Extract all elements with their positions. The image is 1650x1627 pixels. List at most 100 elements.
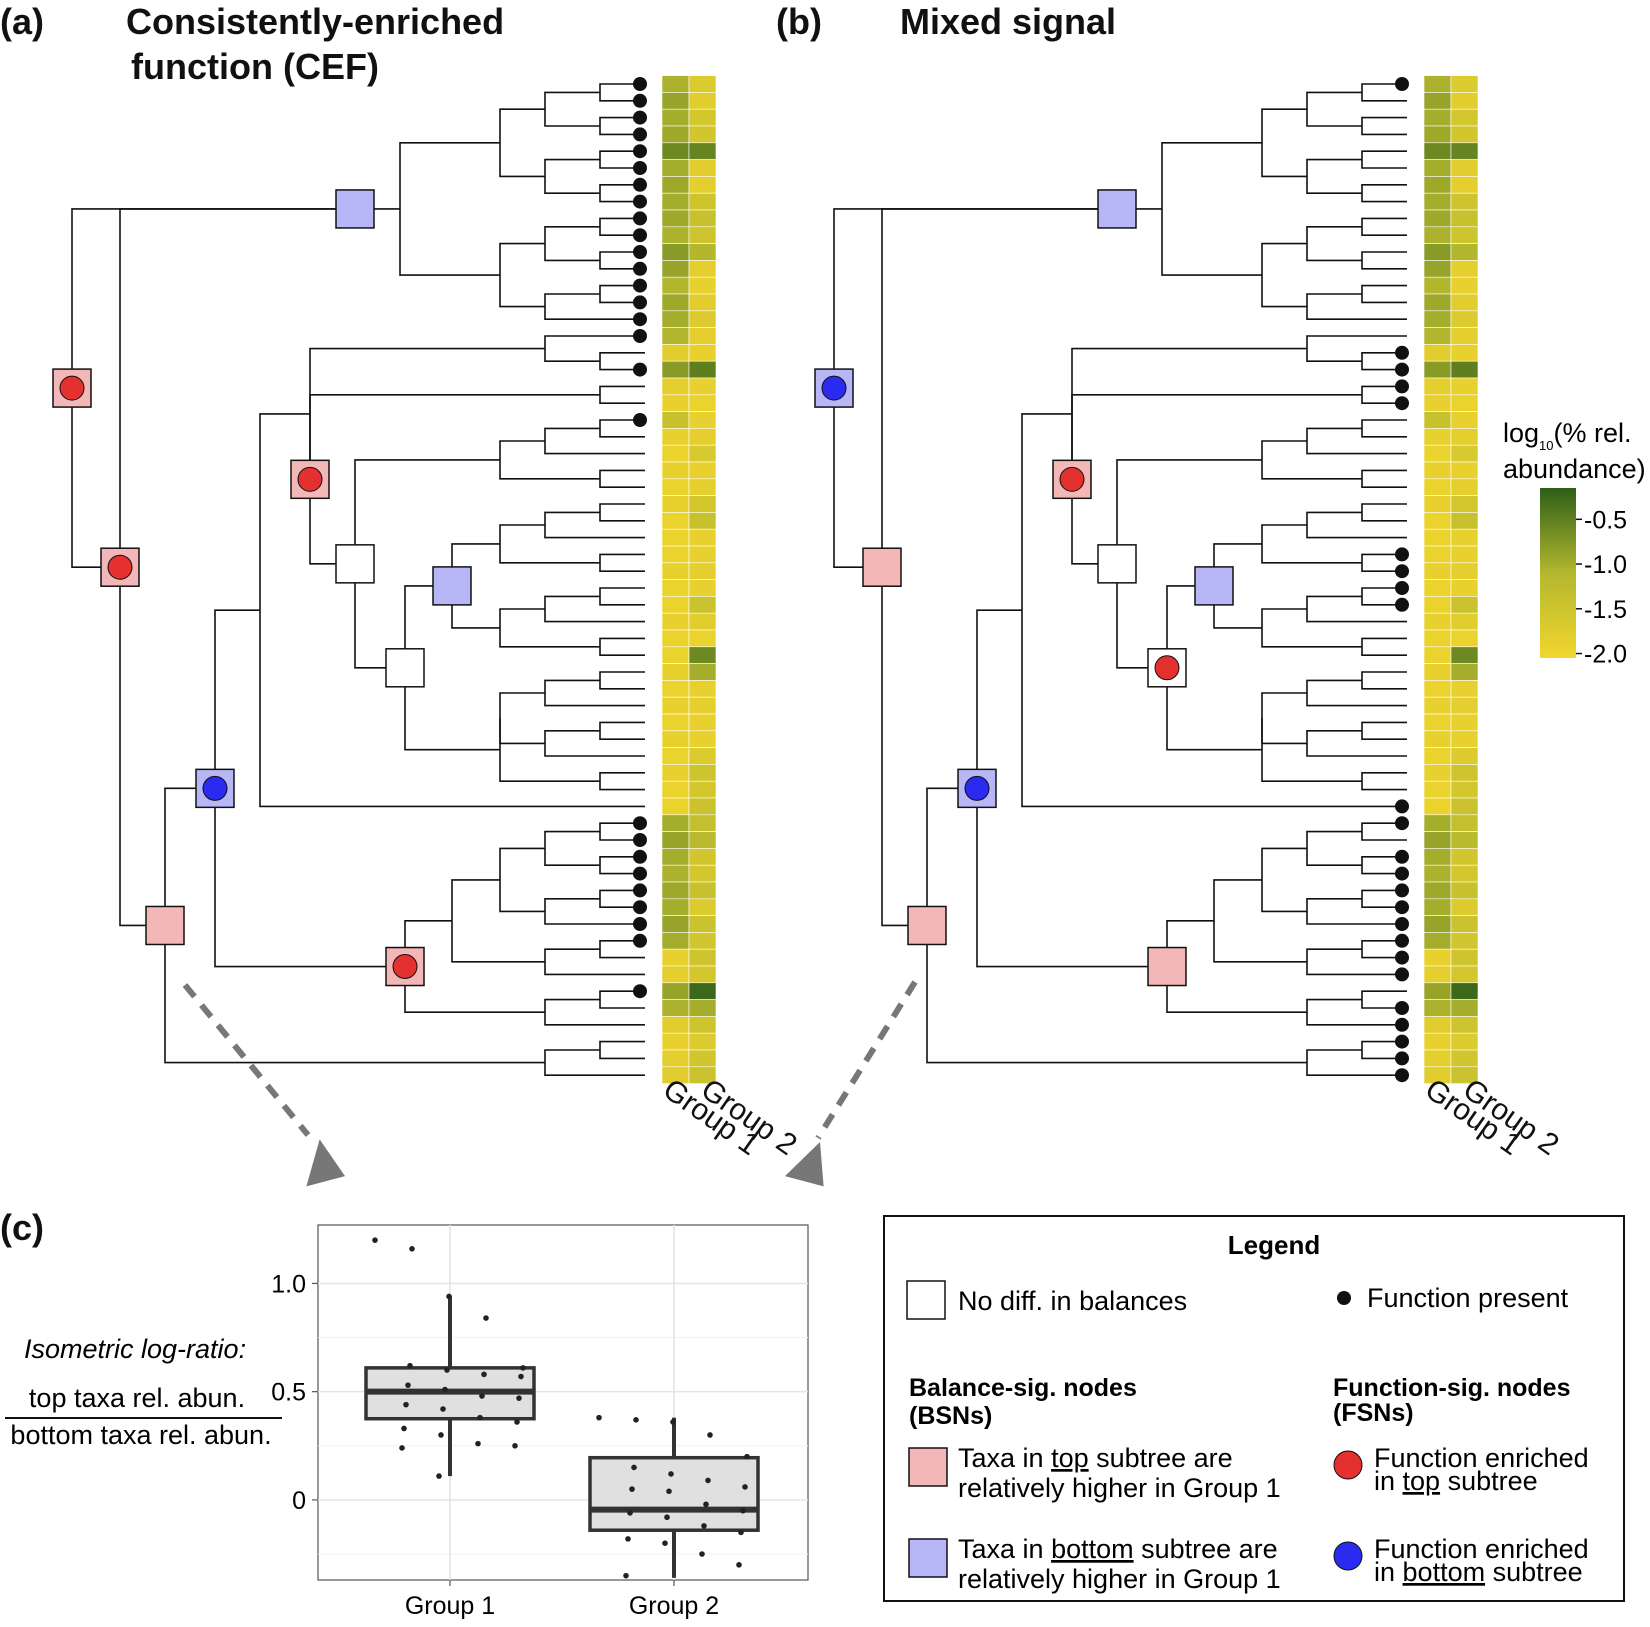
function-present-dot [1395, 345, 1409, 360]
tree-branch [1361, 184, 1407, 203]
heatmap-cell-group2 [1450, 948, 1479, 967]
function-present-dot [1395, 1051, 1409, 1066]
tree-branch [1361, 217, 1407, 236]
heatmap-cell-group1 [1423, 579, 1452, 597]
node-square [335, 189, 375, 229]
heatmap-cell-group2 [688, 528, 717, 547]
node-square [1097, 544, 1137, 584]
heatmap-cell-group1 [1423, 310, 1452, 328]
heatmap-cell-group2 [688, 1066, 717, 1084]
boxplot-point [703, 1501, 709, 1508]
tree-branch [1361, 469, 1407, 488]
legend-white-square-icon [906, 1280, 946, 1320]
heatmap-cell-group2 [1450, 562, 1479, 580]
panel-a-tree [71, 83, 645, 1076]
heatmap-cell-group2 [688, 276, 717, 295]
heatmap-cell-group2 [688, 646, 717, 664]
heatmap-cell-group1 [661, 982, 690, 1000]
heatmap-cell-group2 [1450, 545, 1479, 564]
node-square [145, 905, 185, 946]
heatmap-cell-group1 [1423, 898, 1452, 916]
heatmap-cell-group1 [661, 310, 690, 328]
node-square [290, 459, 330, 500]
heatmap-cell-group1 [1423, 159, 1452, 177]
boxplot-point [668, 1471, 674, 1477]
boxplot-point [736, 1562, 742, 1568]
heatmap-cell-group2 [688, 478, 717, 496]
tree-branch [544, 830, 600, 866]
legend-function-present: Function present [1367, 1283, 1569, 1313]
tree-branch [599, 385, 645, 404]
function-present-dot [1395, 597, 1409, 612]
heatmap-cell-group1 [661, 612, 690, 631]
heatmap-cell-group2 [688, 1032, 717, 1051]
boxplot-xtick-label: Group 1 [405, 1592, 495, 1620]
heatmap-cell-group1 [1423, 528, 1452, 547]
heatmap-cell-group2 [688, 377, 717, 396]
node-red-circle [107, 554, 133, 580]
boxplot-point [670, 1419, 676, 1425]
heatmap-cell-group2 [688, 881, 717, 900]
function-present-dot [633, 362, 647, 377]
node-square [432, 566, 472, 606]
tree-branch [544, 948, 645, 976]
boxplot-point [444, 1367, 450, 1373]
heatmap-cell-group2 [1450, 1066, 1479, 1084]
heatmap-cell-group1 [661, 596, 690, 614]
function-present-dot [1395, 883, 1409, 898]
heatmap-cell-group2 [688, 192, 717, 211]
heatmap-cell-group1 [1423, 360, 1452, 379]
tree-branch [1306, 730, 1407, 757]
tree-branch [1361, 671, 1407, 690]
tree-branch [1261, 718, 1307, 782]
heatmap-cell-group2 [1450, 629, 1479, 648]
panel-a-title-line2: function (CEF) [131, 46, 379, 87]
boxplot-point [479, 1393, 485, 1399]
heatmap-cell-group2 [1450, 663, 1479, 681]
boxplot-point [399, 1445, 405, 1451]
tree-branch [544, 595, 645, 623]
tree-branch [599, 553, 645, 572]
heatmap-cell-group1 [1423, 797, 1452, 816]
boxplot-point [707, 1432, 713, 1438]
function-present-dot [1395, 1001, 1409, 1015]
legend-bottom-line2: relatively higher in Group 1 [958, 1564, 1281, 1594]
heatmap-cell-group2 [1450, 125, 1479, 144]
function-present-dot [633, 194, 647, 209]
legend-f-bottom-line1: Function enriched [1374, 1534, 1589, 1564]
heatmap-cell-group1 [1423, 92, 1452, 110]
heatmap-cell-group1 [661, 444, 690, 463]
panel-a-heatmap [661, 75, 717, 1084]
heatmap-cell-group2 [1450, 512, 1479, 530]
boxplot-point [699, 1551, 705, 1557]
heatmap-cell-group1 [1423, 293, 1452, 312]
legend-blue-square-icon [908, 1538, 948, 1578]
panel-b-letter: (b) [776, 1, 822, 42]
tree-branch [1261, 692, 1307, 745]
heatmap-cell-group2 [688, 512, 717, 530]
panel-b-title: Mixed signal [900, 1, 1116, 42]
tree-branch [544, 427, 645, 455]
heatmap-cell-group1 [1423, 612, 1452, 631]
heatmap-cell-group1 [661, 394, 690, 412]
heatmap-cell-group2 [688, 327, 717, 345]
tree-branch [1261, 108, 1307, 178]
boxplot-point [520, 1365, 526, 1371]
node-square [385, 946, 425, 987]
heatmap-cell-group1 [1423, 696, 1452, 715]
legend-function-present-dot-icon [1337, 1291, 1351, 1305]
heatmap-cell-group1 [661, 327, 690, 345]
tree-branch [1071, 347, 1262, 480]
function-present-dot [633, 261, 647, 276]
heatmap-cell-group2 [688, 965, 717, 984]
legend-red-circle-icon [1333, 1450, 1363, 1480]
heatmap-cell-group2 [688, 209, 717, 228]
tree-branch [1261, 440, 1307, 480]
boxplot-chart: 0 0.5 1.0 Group 1 Group 2 [271, 1224, 809, 1620]
heatmap-cell-group2 [688, 814, 717, 832]
tree-branch [544, 91, 600, 127]
colorbar-tick-label: -1.0 [1584, 551, 1627, 579]
function-present-dot [633, 866, 647, 881]
function-present-dot [633, 883, 647, 898]
heatmap-cell-group2 [688, 108, 717, 127]
